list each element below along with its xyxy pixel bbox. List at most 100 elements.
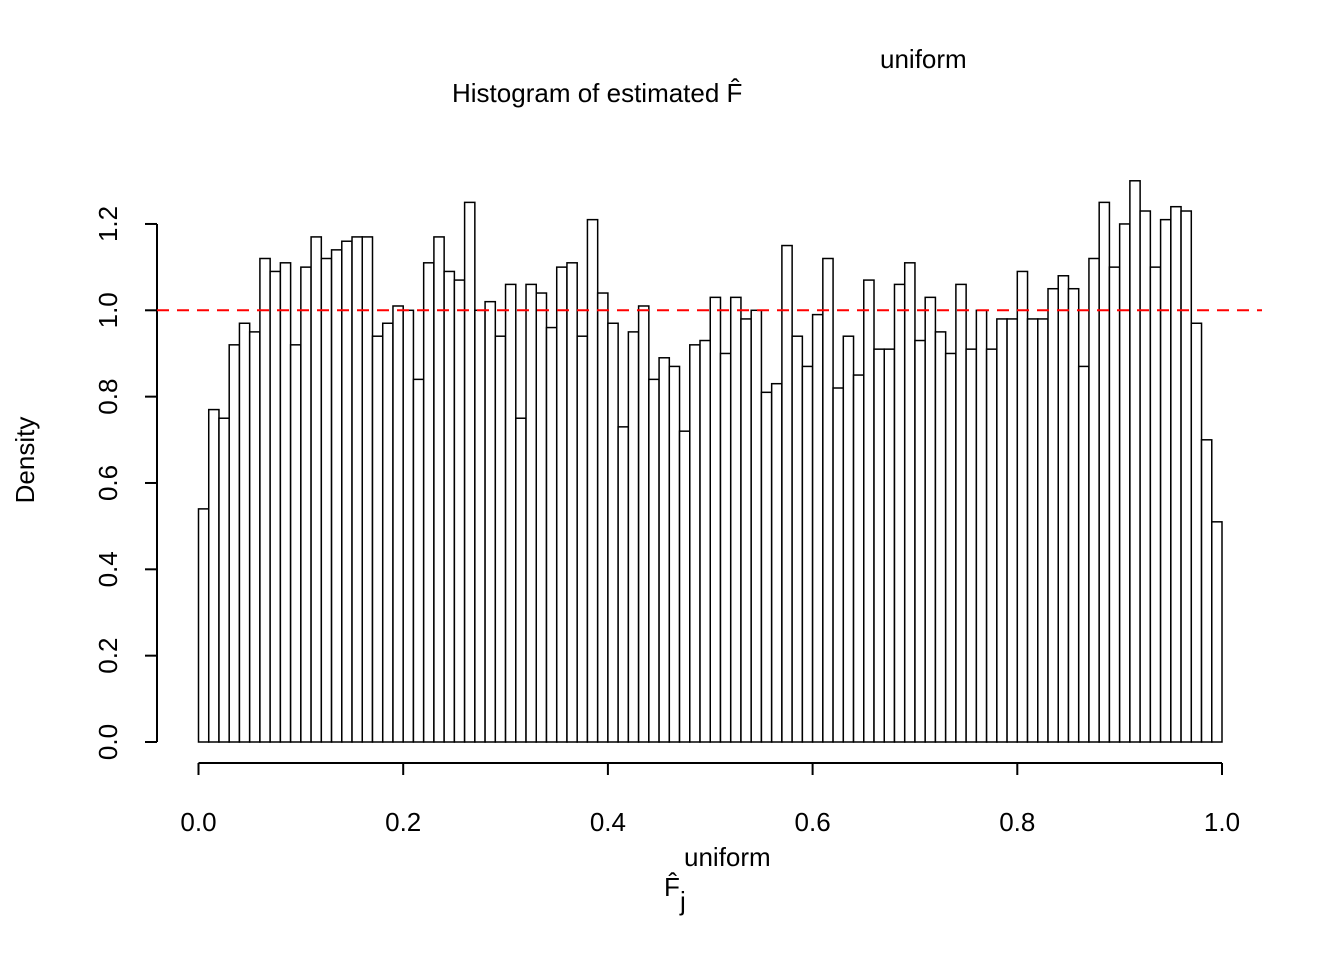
bar: [770, 382, 783, 743]
bar: [863, 279, 875, 743]
bar: [1159, 218, 1172, 743]
bar: [228, 344, 241, 743]
bar: [238, 322, 251, 743]
bar: [689, 344, 701, 743]
bar: [535, 292, 548, 743]
bar: [392, 305, 404, 743]
bar: [832, 387, 845, 743]
y-tick-label: 0.4: [93, 551, 123, 587]
bar: [709, 296, 722, 743]
x-axis-label-subscript: j: [679, 886, 686, 916]
bar: [555, 266, 568, 743]
bar: [627, 331, 640, 743]
bar: [330, 249, 343, 743]
bar: [1211, 521, 1223, 743]
x-tick-label: 1.0: [1204, 807, 1240, 837]
bar: [371, 335, 384, 743]
bar: [545, 326, 558, 743]
bar: [883, 348, 896, 743]
bar: [985, 348, 998, 743]
bar: [351, 236, 364, 743]
bar: [248, 331, 261, 743]
bar: [740, 318, 752, 743]
bar: [852, 374, 865, 743]
bar: [781, 244, 793, 743]
bar: [596, 292, 609, 743]
bar: [586, 218, 599, 743]
bar: [1118, 223, 1131, 743]
bar: [504, 283, 517, 743]
bar: [402, 309, 415, 743]
y-tick-label: 1.0: [93, 292, 123, 328]
x-tick-label: 0.0: [180, 807, 216, 837]
bar: [801, 365, 814, 743]
bar: [197, 508, 210, 743]
bar: [648, 378, 660, 743]
y-tick-label: 1.2: [93, 206, 123, 242]
bar: [1180, 210, 1193, 743]
bar: [637, 305, 650, 743]
bar: [300, 266, 312, 743]
bar: [668, 365, 681, 743]
bar: [903, 262, 916, 743]
bar: [320, 257, 333, 743]
bar: [412, 378, 425, 743]
bar: [1047, 287, 1059, 743]
bar: [566, 262, 578, 743]
bar: [269, 270, 282, 743]
bar: [494, 335, 507, 743]
bar: [996, 318, 1008, 743]
bar: [822, 257, 834, 743]
bar: [719, 352, 732, 743]
bar: [1088, 257, 1100, 743]
bar: [1057, 275, 1070, 743]
bar: [525, 283, 538, 743]
bar: [699, 339, 712, 743]
bar: [1149, 266, 1162, 743]
chart-title-superscript: uniform: [880, 44, 967, 74]
bar: [893, 283, 906, 743]
bar: [1108, 266, 1121, 743]
x-axis-label: F̂: [664, 872, 680, 902]
bar: [975, 309, 988, 743]
y-tick-label: 0.2: [93, 638, 123, 674]
bar: [965, 348, 978, 743]
bar: [1129, 180, 1141, 743]
bar: [310, 236, 323, 743]
bar: [750, 309, 763, 743]
bar: [842, 335, 855, 743]
bar: [259, 257, 271, 743]
bar: [474, 309, 486, 743]
bar: [1016, 270, 1029, 743]
bar: [207, 408, 220, 743]
bar: [811, 313, 824, 743]
chart-title: Histogram of estimated F̂: [452, 78, 742, 108]
bar: [453, 279, 466, 743]
bar: [873, 348, 885, 743]
bar: [1200, 439, 1213, 743]
x-tick-label: 0.2: [385, 807, 421, 837]
x-tick-label: 0.4: [590, 807, 626, 837]
bar: [381, 322, 394, 743]
bar: [658, 357, 671, 743]
y-tick-label: 0.6: [93, 465, 123, 501]
bar: [934, 331, 947, 743]
bar: [1026, 318, 1039, 743]
bar: [443, 270, 456, 743]
bar: [576, 335, 589, 743]
bar: [515, 417, 527, 743]
bar: [914, 339, 926, 743]
bar: [484, 300, 497, 743]
bar: [1170, 205, 1182, 743]
bar: [289, 344, 302, 743]
bar: [1037, 318, 1049, 743]
bar: [1067, 287, 1080, 743]
bar: [1006, 318, 1019, 743]
bar: [607, 322, 619, 743]
bar: [1098, 201, 1111, 743]
bar: [729, 296, 742, 743]
bar: [678, 430, 691, 743]
y-tick-label: 0.0: [93, 724, 123, 760]
bar: [218, 417, 230, 743]
